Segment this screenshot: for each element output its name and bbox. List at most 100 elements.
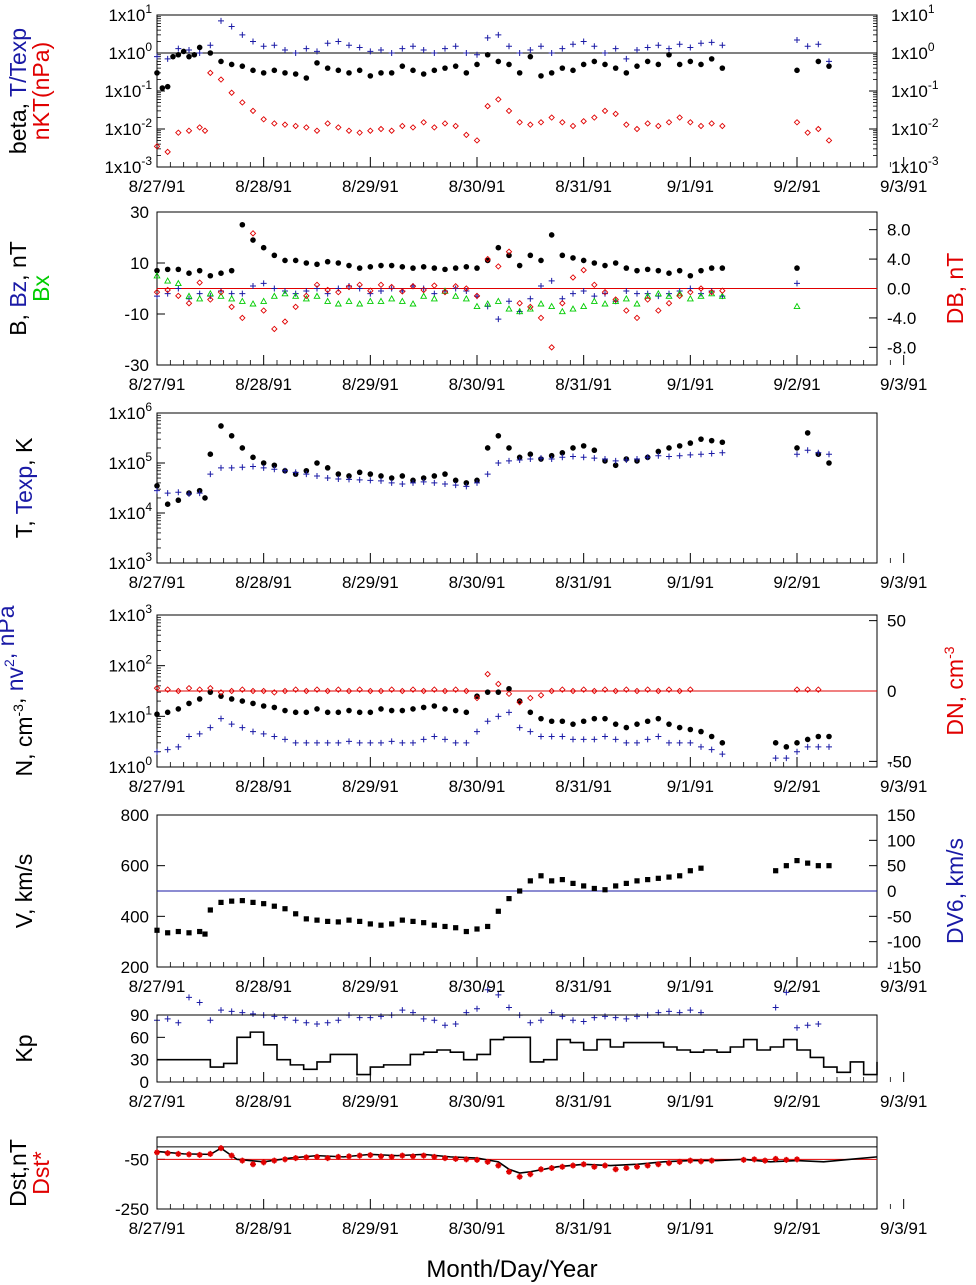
data-point bbox=[708, 450, 715, 457]
x-tick-label: 8/29/91 bbox=[342, 1219, 399, 1238]
data-point bbox=[218, 693, 224, 699]
data-point bbox=[388, 70, 395, 76]
data-point bbox=[602, 290, 608, 297]
data-point bbox=[346, 473, 352, 479]
series-b bbox=[154, 221, 800, 279]
x-tick-label: 8/28/91 bbox=[235, 573, 292, 592]
data-point bbox=[335, 260, 342, 266]
data-point bbox=[580, 1018, 587, 1025]
data-point bbox=[570, 1162, 576, 1169]
data-point bbox=[612, 1014, 619, 1021]
data-point bbox=[527, 709, 534, 716]
data-point bbox=[335, 686, 342, 693]
data-point bbox=[303, 709, 310, 716]
data-point bbox=[217, 76, 225, 83]
data-point bbox=[665, 292, 673, 299]
data-point bbox=[249, 230, 257, 237]
data-point bbox=[623, 70, 630, 76]
data-point bbox=[378, 477, 384, 484]
data-point bbox=[217, 288, 225, 296]
data-point bbox=[207, 1017, 214, 1024]
data-point bbox=[772, 1004, 779, 1011]
data-point bbox=[281, 289, 289, 297]
data-point bbox=[239, 898, 245, 904]
data-point bbox=[442, 1155, 448, 1162]
data-point bbox=[201, 127, 209, 134]
data-point bbox=[612, 45, 619, 52]
data-point bbox=[282, 1014, 288, 1021]
data-point bbox=[463, 131, 470, 139]
data-point bbox=[207, 50, 214, 56]
x-tick-label: 8/30/91 bbox=[449, 977, 506, 996]
data-point bbox=[537, 691, 545, 699]
series-dst- bbox=[154, 1145, 800, 1180]
x-tick-label: 8/27/91 bbox=[129, 977, 186, 996]
data-point bbox=[207, 684, 214, 692]
data-point bbox=[303, 75, 310, 81]
data-point bbox=[815, 125, 822, 133]
data-point bbox=[228, 464, 235, 471]
data-point bbox=[548, 114, 555, 121]
data-point bbox=[719, 439, 726, 446]
data-point bbox=[655, 61, 662, 68]
series-dn bbox=[153, 670, 822, 706]
data-point bbox=[538, 733, 544, 740]
data-point bbox=[389, 921, 395, 927]
data-point bbox=[794, 858, 800, 864]
data-point bbox=[314, 60, 320, 66]
data-point bbox=[239, 221, 246, 228]
data-point bbox=[324, 120, 331, 127]
data-point bbox=[260, 280, 267, 287]
data-point bbox=[442, 923, 448, 930]
data-point bbox=[314, 460, 320, 466]
data-point bbox=[623, 456, 630, 463]
data-point bbox=[665, 299, 673, 307]
data-point bbox=[495, 58, 502, 65]
data-point bbox=[185, 299, 193, 307]
data-point bbox=[687, 451, 694, 458]
data-point bbox=[591, 885, 597, 892]
data-point bbox=[303, 687, 310, 695]
data-point bbox=[378, 288, 384, 295]
data-point bbox=[666, 721, 672, 727]
y-axis-label: Dst,nT bbox=[5, 1139, 31, 1207]
data-point bbox=[452, 122, 459, 130]
data-point bbox=[559, 686, 566, 693]
data-point bbox=[165, 930, 171, 936]
data-point bbox=[495, 713, 502, 720]
x-tick-label: 9/3/91 bbox=[880, 1092, 927, 1111]
data-point bbox=[334, 300, 342, 307]
data-point bbox=[559, 45, 566, 52]
x-tick-label: 9/3/91 bbox=[880, 177, 927, 196]
data-point bbox=[410, 265, 416, 271]
right-tick-label: -50 bbox=[887, 752, 912, 771]
data-point bbox=[228, 721, 235, 728]
data-point bbox=[559, 252, 566, 259]
data-point bbox=[356, 129, 363, 136]
data-point bbox=[175, 129, 182, 136]
y-axis-label: T, Texp, K bbox=[11, 437, 37, 538]
data-point bbox=[324, 65, 331, 71]
data-point bbox=[602, 733, 608, 740]
panel-beta: 1x101 1x101 1x100 1x100 1x10-1 1x10-1 1x10-2 1x… bbox=[5, 2, 939, 196]
data-point bbox=[537, 314, 545, 322]
x-tick-label: 9/2/91 bbox=[773, 573, 820, 592]
data-point bbox=[516, 698, 523, 704]
data-point bbox=[431, 686, 438, 693]
data-point bbox=[826, 460, 832, 466]
data-point bbox=[516, 119, 523, 126]
data-point bbox=[250, 454, 256, 461]
data-point bbox=[570, 1017, 576, 1024]
data-point bbox=[815, 686, 822, 693]
data-point bbox=[164, 277, 172, 284]
data-point bbox=[826, 743, 832, 750]
data-point bbox=[345, 283, 353, 291]
data-point bbox=[698, 451, 704, 458]
data-point bbox=[154, 1149, 160, 1156]
data-point bbox=[708, 733, 715, 740]
data-point bbox=[206, 289, 214, 297]
data-point bbox=[687, 868, 693, 874]
data-point bbox=[591, 455, 598, 462]
x-tick-label: 8/29/91 bbox=[342, 777, 399, 796]
x-tick-label: 8/31/91 bbox=[555, 777, 612, 796]
